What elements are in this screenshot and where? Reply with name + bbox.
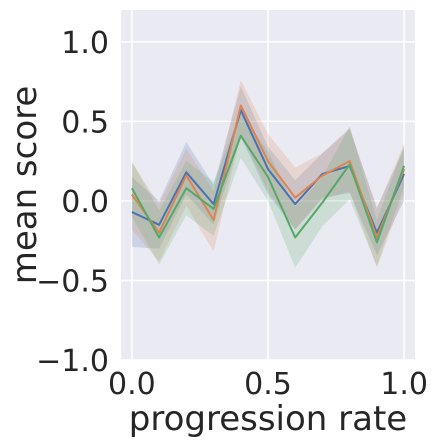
series-lines xyxy=(131,104,406,244)
y-axis-label: mean score xyxy=(5,86,45,285)
y-tick-label: −1.0 xyxy=(36,344,109,379)
confidence-band-3 xyxy=(131,111,405,268)
y-tick-label: −0.5 xyxy=(36,264,109,299)
x-tick-label: 1.0 xyxy=(380,367,428,402)
confidence-band-2 xyxy=(131,80,405,268)
series-line-2 xyxy=(131,104,406,239)
y-tick-label: 0.0 xyxy=(61,185,109,220)
x-tick-label: 0.0 xyxy=(108,367,156,402)
y-tick-labels: −1.0 −0.5 0.0 0.5 1.0 xyxy=(36,26,109,379)
grid-lines xyxy=(121,10,415,361)
x-tick-label: 0.5 xyxy=(244,367,292,402)
series-line-3 xyxy=(131,134,406,244)
y-tick-label: 1.0 xyxy=(61,26,109,61)
x-axis-label: progression rate xyxy=(129,399,407,439)
x-tick-labels: 0.0 0.5 1.0 xyxy=(108,367,428,402)
y-tick-label: 0.5 xyxy=(61,105,109,140)
